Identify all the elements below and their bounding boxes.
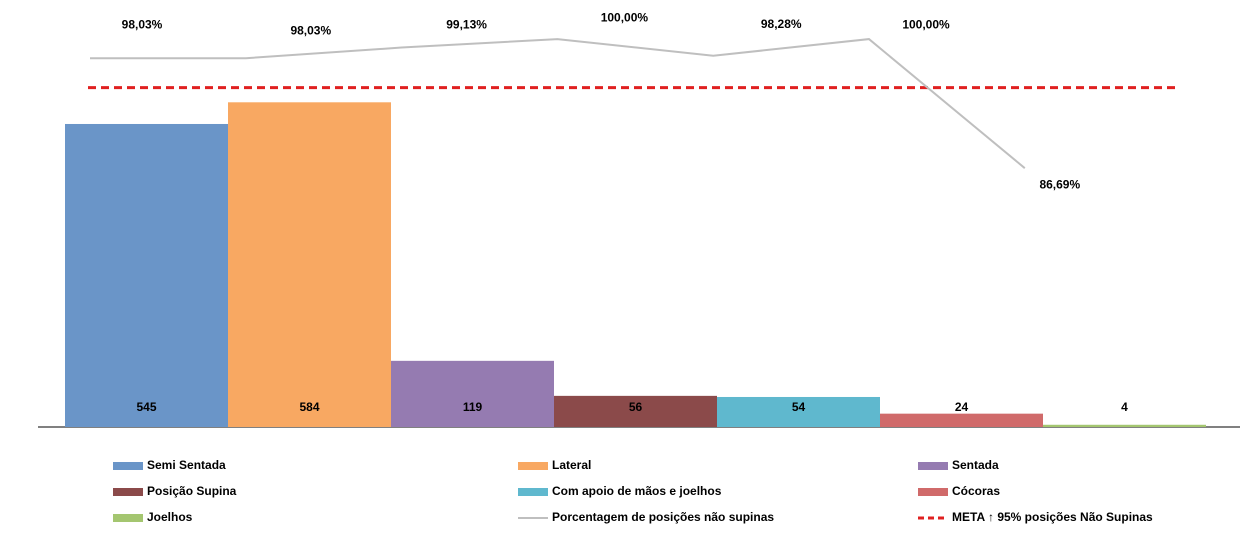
line-value-label: 100,00% bbox=[902, 17, 950, 31]
bar-value-label: 584 bbox=[299, 400, 319, 414]
line-value-label: 100,00% bbox=[601, 10, 649, 24]
bar-value-label: 54 bbox=[792, 400, 806, 414]
bar bbox=[554, 395, 717, 427]
bar bbox=[1043, 424, 1206, 427]
legend-swatch bbox=[518, 462, 548, 470]
legend-label: Joelhos bbox=[147, 510, 193, 524]
bar bbox=[880, 413, 1043, 427]
bar-value-label: 24 bbox=[955, 400, 969, 414]
legend-swatch bbox=[113, 462, 143, 470]
legend-label: Posição Supina bbox=[147, 484, 237, 498]
legend-label: Cócoras bbox=[952, 484, 1000, 498]
line-value-label: 98,03% bbox=[290, 23, 331, 37]
legend-label: Lateral bbox=[552, 458, 591, 472]
line-value-label: 98,28% bbox=[761, 17, 802, 31]
legend-label: META ↑ 95% posições Não Supinas bbox=[952, 510, 1153, 524]
legend-swatch bbox=[918, 462, 948, 470]
bar bbox=[228, 102, 391, 428]
bar bbox=[65, 123, 228, 427]
legend-label: Porcentagem de posições não supinas bbox=[552, 510, 774, 524]
legend-swatch bbox=[518, 488, 548, 496]
legend-label: Semi Sentada bbox=[147, 458, 226, 472]
bar bbox=[717, 396, 880, 427]
legend-swatch bbox=[113, 514, 143, 522]
bar bbox=[391, 360, 554, 427]
bar-value-label: 4 bbox=[1121, 400, 1128, 414]
line-value-label: 98,03% bbox=[122, 17, 163, 31]
line-value-label: 99,13% bbox=[446, 18, 487, 32]
percentage-line bbox=[90, 38, 1026, 169]
legend-swatch bbox=[918, 488, 948, 496]
bar-value-label: 545 bbox=[136, 400, 156, 414]
bar-value-label: 119 bbox=[463, 400, 483, 414]
legend-swatch bbox=[113, 488, 143, 496]
legend-label: Com apoio de mãos e joelhos bbox=[552, 484, 722, 498]
legend-label: Sentada bbox=[952, 458, 999, 472]
line-value-label: 86,69% bbox=[1039, 177, 1080, 191]
bar-value-label: 56 bbox=[629, 400, 643, 414]
